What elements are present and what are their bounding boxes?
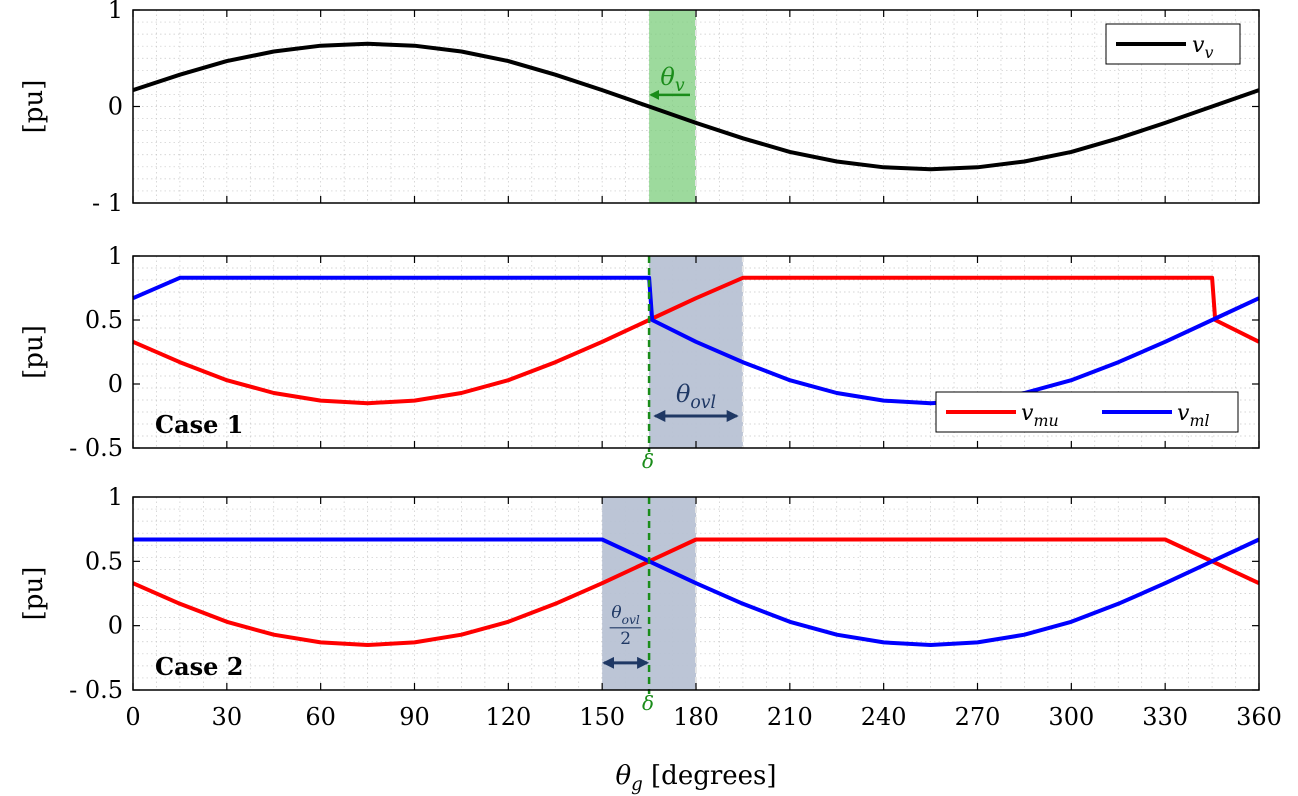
delta-label: δ	[642, 449, 654, 473]
theta-ovl-half-denominator: 2	[620, 629, 631, 649]
x-tick-label: 30	[212, 703, 243, 731]
case-label: Case 2	[155, 652, 244, 681]
y-tick-label: - 1	[92, 189, 123, 217]
x-tick-label: 180	[673, 703, 719, 731]
y-tick-label: 1	[108, 483, 123, 511]
y-tick-label: 0.5	[85, 306, 123, 334]
series-line-v_mu	[132, 275, 1260, 406]
legend-entry-v-mu: vmu	[1021, 401, 1059, 430]
x-tick-label: 270	[955, 703, 1001, 731]
y-axis-label: [pu]	[19, 80, 49, 134]
y-axis-label: [pu]	[19, 325, 49, 379]
y-tick-label: 0	[108, 370, 123, 398]
x-tick-label: 300	[1048, 703, 1094, 731]
legend-entry-v-v: vv	[1192, 33, 1213, 62]
panel-2: δ θovl Case 1 1 0.5 0 - 0.5 [pu] vmu vml	[19, 242, 1260, 473]
delta-label: δ	[642, 691, 654, 715]
legend: vmu vml	[935, 391, 1239, 433]
y-tick-label: 1	[108, 0, 123, 24]
x-tick-label: 360	[1236, 703, 1282, 731]
theta-v-label: θv	[660, 63, 684, 96]
x-tick-label: 60	[305, 703, 336, 731]
x-tick-label: 120	[485, 703, 531, 731]
y-tick-label: - 0.5	[69, 434, 123, 462]
y-tick-label: 0	[108, 93, 123, 121]
x-axis-label: θg [degrees]	[615, 761, 776, 795]
legend-entry-v-ml: vml	[1177, 401, 1210, 430]
case-label: Case 1	[155, 410, 244, 439]
shaded-region	[649, 10, 696, 203]
theta-ovl-label: θovl	[676, 380, 716, 413]
panel-1: θv 1 0 - 1 [pu] vv	[19, 0, 1260, 217]
legend: vv	[1105, 23, 1241, 65]
series-line-v_ml	[133, 537, 1260, 647]
x-tick-label: 240	[861, 703, 907, 731]
theta-ovl-half-numerator: θovl	[611, 603, 640, 627]
y-tick-label: - 0.5	[69, 676, 123, 704]
series-line-v_mu	[132, 537, 1260, 647]
x-tick-label: 210	[767, 703, 813, 731]
series-line-v_v	[132, 41, 1260, 172]
x-tick-label: 90	[399, 703, 430, 731]
x-tick-label: 330	[1142, 703, 1188, 731]
x-tick-label: 0	[125, 703, 140, 731]
x-tick-label: 150	[579, 703, 625, 731]
y-tick-label: 0.5	[85, 547, 123, 575]
y-axis-label: [pu]	[19, 567, 49, 621]
y-tick-label: 1	[108, 242, 123, 270]
y-tick-label: 0	[108, 612, 123, 640]
series-line-v_ml	[132, 275, 1260, 406]
